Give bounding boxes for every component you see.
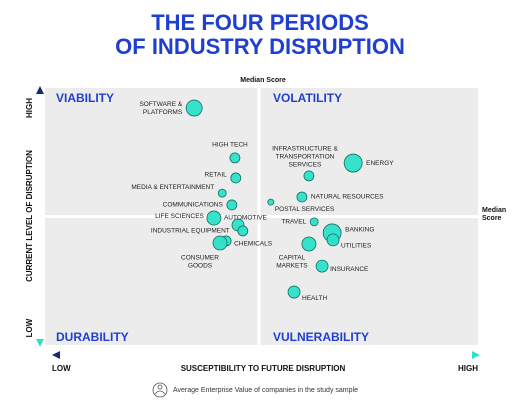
bubble	[301, 236, 317, 252]
bubble-label: CHEMICALS	[234, 241, 273, 248]
bubble	[296, 191, 308, 203]
bubble-label: HEALTH	[302, 295, 327, 302]
bubble	[237, 225, 249, 237]
median-label: Median Score	[482, 207, 507, 222]
bubble	[287, 285, 301, 299]
bubble	[229, 152, 241, 164]
arrowhead	[36, 86, 44, 94]
median-label: Median Score	[240, 77, 286, 84]
bubble-label: INSURANCE	[330, 266, 369, 273]
bubble	[226, 199, 238, 211]
bubble	[185, 99, 203, 117]
bubble	[315, 259, 329, 273]
bubble-label: CAPITAL	[279, 255, 306, 262]
y-low: LOW	[25, 318, 34, 337]
x-low: LOW	[52, 364, 71, 373]
bubble-label: NATURAL RESOURCES	[311, 194, 384, 201]
quadrant-label: VULNERABILITY	[273, 330, 369, 344]
bubble-label: PLATFORMS	[143, 109, 183, 116]
bubble	[326, 233, 340, 247]
title-line: THE FOUR PERIODS	[151, 10, 369, 35]
arrowhead	[52, 351, 60, 359]
title-line: OF INDUSTRY DISRUPTION	[115, 34, 405, 59]
quadrant-label: VOLATILITY	[273, 91, 342, 105]
bubble	[230, 172, 242, 184]
bubble-label: ENERGY	[366, 160, 394, 167]
bubble-label: INFRASTRUCTURE &	[272, 146, 338, 153]
bubble-label: AUTOMOTIVE	[224, 215, 268, 222]
bubble	[212, 235, 228, 251]
bubble	[309, 217, 319, 227]
legend-text: Average Enterprise Value of companies in…	[173, 387, 358, 394]
bubble	[267, 198, 275, 206]
bubble-label: UTILITIES	[341, 243, 372, 250]
arrowhead	[36, 339, 44, 347]
y-axis-label: CURRENT LEVEL OF DISRUPTION	[25, 150, 34, 282]
arrowhead	[472, 351, 480, 359]
bubble-label: CONSUMER	[181, 255, 219, 262]
bubble-label: COMMUNICATIONS	[163, 202, 224, 209]
bubble-label: MARKETS	[276, 263, 308, 270]
y-high: HIGH	[25, 98, 34, 118]
bubble-label: BANKING	[345, 227, 374, 234]
bubble	[343, 153, 363, 173]
bubble-label: TRANSPORTATION	[275, 154, 334, 161]
bubble-label: LIFE SCIENCES	[155, 213, 204, 220]
bubble	[303, 170, 315, 182]
legend-icon	[154, 390, 166, 395]
quadrant-label: DURABILITY	[56, 330, 129, 344]
quadrant-label: VIABILITY	[56, 91, 114, 105]
bubble-label: SERVICES	[289, 162, 322, 169]
bubble-label: GOODS	[188, 263, 213, 270]
bubble-label: RETAIL	[205, 172, 228, 179]
bubble-label: MEDIA & ENTERTAINMENT	[131, 184, 214, 191]
bubble	[206, 210, 222, 226]
legend-icon	[157, 384, 163, 390]
bubble-label: HIGH TECH	[212, 142, 248, 149]
bubble-label: SOFTWARE &	[139, 101, 182, 108]
legend-icon	[152, 382, 168, 398]
bubble	[217, 188, 227, 198]
bubble-label: POSTAL SERVICES	[275, 206, 335, 213]
bubble-label: INDUSTRIAL EQUIPMENT	[151, 228, 230, 235]
x-axis-label: SUSCEPTIBILITY TO FUTURE DISRUPTION	[181, 364, 346, 373]
x-high: HIGH	[458, 364, 478, 373]
bubble-label: TRAVEL	[281, 219, 306, 226]
